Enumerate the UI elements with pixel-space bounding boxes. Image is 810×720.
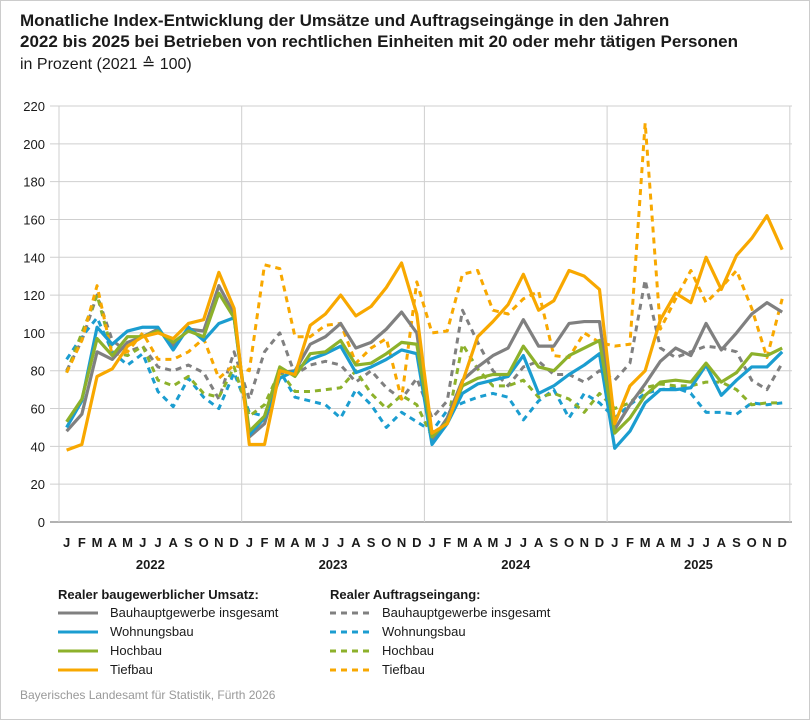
x-tick-label: M <box>274 535 285 550</box>
legend-label: Tiefbau <box>110 662 153 677</box>
legend-label: Wohnungsbau <box>382 624 466 639</box>
chart-title-line1: Monatliche Index-Entwicklung der Umsätze… <box>20 11 670 30</box>
x-tick-label: J <box>63 535 70 550</box>
x-tick-label: D <box>595 535 604 550</box>
x-tick-label: S <box>549 535 558 550</box>
legend-group-auftrag: Realer Auftragseingang: <box>330 587 481 602</box>
x-tick-label: A <box>656 535 666 550</box>
x-tick-label: O <box>381 535 391 550</box>
x-tick-label: F <box>261 535 269 550</box>
x-tick-label: F <box>626 535 634 550</box>
legend-label: Hochbau <box>110 643 163 658</box>
y-tick-label: 80 <box>31 364 45 379</box>
x-tick-label: S <box>732 535 741 550</box>
x-tick-label: J <box>322 535 329 550</box>
x-tick-label: J <box>428 535 435 550</box>
series-line-auftragseingang-bauhauptgewerbe <box>65 278 784 420</box>
x-tick-label: J <box>611 535 618 550</box>
y-tick-label: 60 <box>31 402 45 417</box>
chart-subtitle: in Prozent (2021 ≙ 100) <box>20 56 192 73</box>
y-tick-label: 100 <box>23 326 45 341</box>
x-tick-label: A <box>108 535 118 550</box>
x-tick-label: N <box>762 535 771 550</box>
series-line-umsatz-hochbau <box>65 291 783 439</box>
y-tick-label: 40 <box>31 439 45 454</box>
x-tick-label: A <box>168 535 178 550</box>
y-tick-label: 120 <box>23 288 45 303</box>
x-tick-label: M <box>457 535 468 550</box>
series-line-auftragseingang-hochbau <box>65 293 783 439</box>
x-tick-label: D <box>777 535 786 550</box>
year-label: 2022 <box>136 557 165 572</box>
x-tick-label: J <box>505 535 512 550</box>
x-tick-label: J <box>520 535 527 550</box>
x-tick-label: J <box>702 535 709 550</box>
source-note: Bayerisches Landesamt für Statistik, Für… <box>20 688 276 702</box>
y-tick-label: 0 <box>38 515 45 530</box>
y-tick-label: 220 <box>23 99 45 114</box>
x-tick-label: N <box>214 535 223 550</box>
x-tick-label: A <box>290 535 300 550</box>
x-tick-label: O <box>564 535 574 550</box>
legend-label: Bauhauptgewerbe insgesamt <box>110 605 279 620</box>
year-label: 2025 <box>684 557 713 572</box>
chart-title-line2: 2022 bis 2025 bei Betrieben von rechtlic… <box>20 32 739 51</box>
x-tick-label: D <box>412 535 421 550</box>
legend-label: Tiefbau <box>382 662 425 677</box>
x-tick-label: S <box>184 535 193 550</box>
x-tick-label: J <box>246 535 253 550</box>
x-tick-label: M <box>640 535 651 550</box>
y-tick-label: 200 <box>23 137 45 152</box>
x-tick-label: O <box>199 535 209 550</box>
year-label: 2024 <box>501 557 531 572</box>
year-label: 2023 <box>319 557 348 572</box>
legend-group-umsatz: Realer baugewerblicher Umsatz: <box>58 587 259 602</box>
x-tick-label: M <box>305 535 316 550</box>
x-tick-label: J <box>154 535 161 550</box>
x-tick-label: M <box>487 535 498 550</box>
x-tick-label: N <box>580 535 589 550</box>
x-tick-label: J <box>687 535 694 550</box>
legend-label: Hochbau <box>382 643 435 658</box>
x-tick-label: J <box>337 535 344 550</box>
x-tick-label: M <box>670 535 681 550</box>
legend-label: Bauhauptgewerbe insgesamt <box>382 605 551 620</box>
legend-label: Wohnungsbau <box>110 624 194 639</box>
x-tick-label: D <box>229 535 238 550</box>
x-tick-label: A <box>717 535 727 550</box>
y-tick-label: 180 <box>23 175 45 190</box>
x-tick-label: F <box>443 535 451 550</box>
x-tick-label: O <box>747 535 757 550</box>
x-tick-label: A <box>351 535 361 550</box>
y-tick-label: 160 <box>23 212 45 227</box>
x-tick-label: S <box>367 535 376 550</box>
x-tick-label: M <box>92 535 103 550</box>
y-tick-label: 20 <box>31 477 45 492</box>
x-tick-label: M <box>122 535 133 550</box>
series-line-umsatz-tiefbau <box>66 214 784 452</box>
x-tick-label: A <box>534 535 544 550</box>
y-tick-label: 140 <box>23 250 45 265</box>
x-tick-label: J <box>139 535 146 550</box>
x-tick-label: N <box>397 535 406 550</box>
x-tick-label: F <box>78 535 86 550</box>
x-tick-label: A <box>473 535 483 550</box>
